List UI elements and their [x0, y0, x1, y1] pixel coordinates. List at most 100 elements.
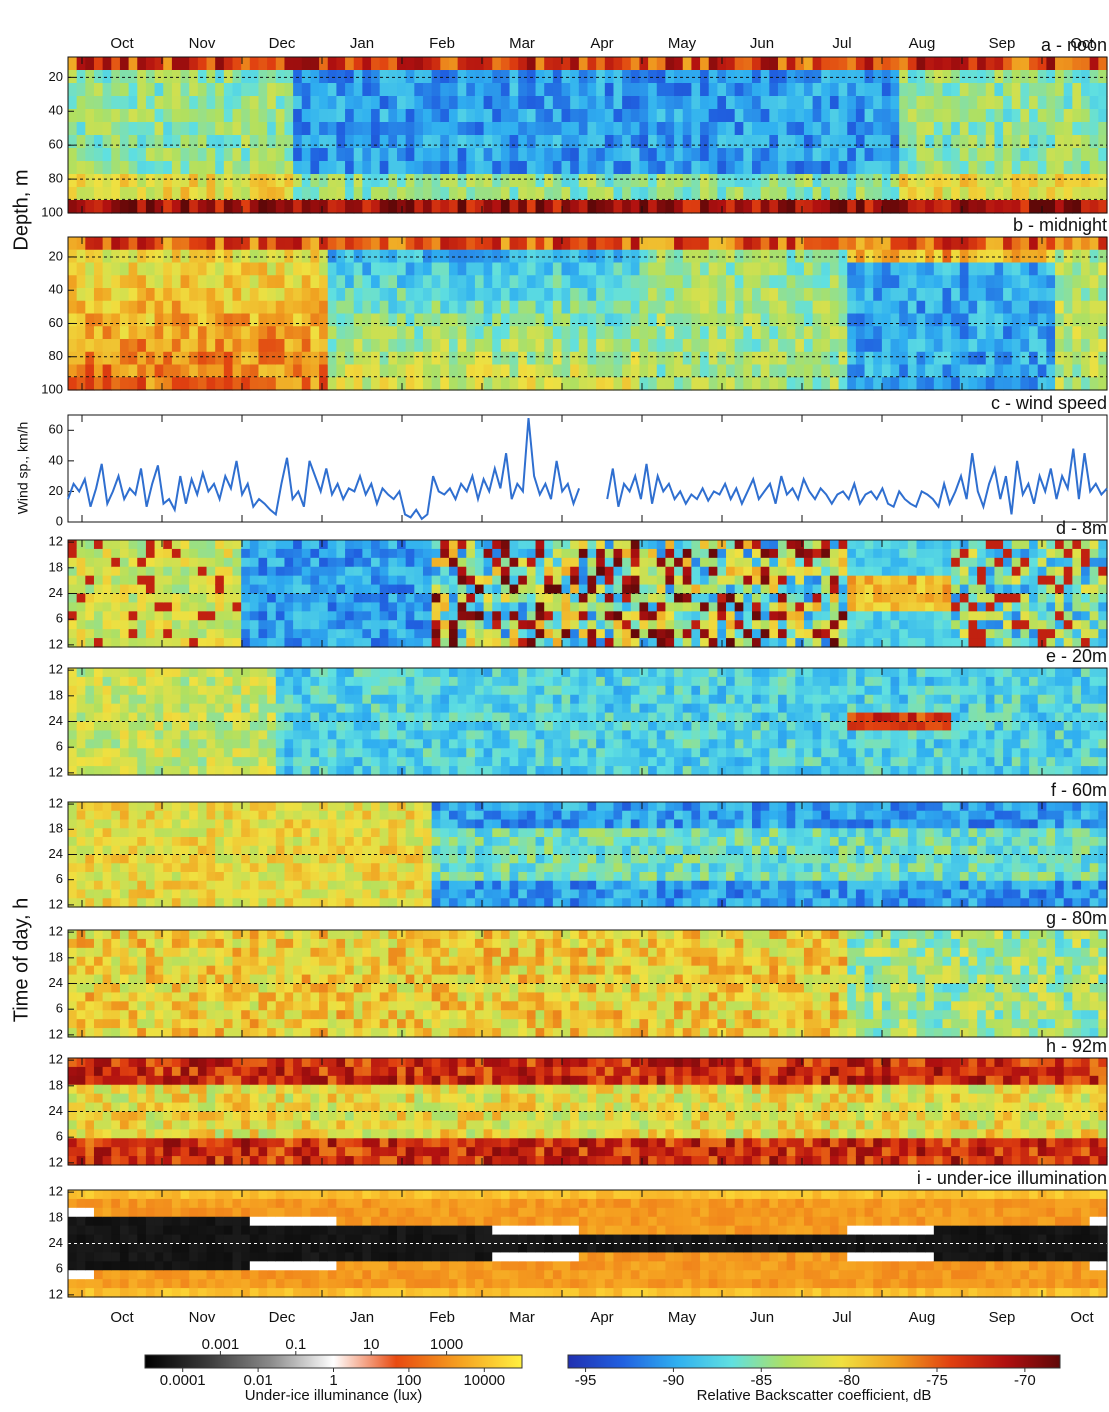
- heatmap-cell: [769, 620, 778, 630]
- heatmap-cell: [77, 365, 86, 378]
- heatmap-cell: [163, 288, 172, 301]
- heatmap-cell: [761, 365, 770, 378]
- heatmap-cell: [639, 187, 648, 201]
- heatmap-cell: [215, 135, 224, 149]
- heatmap-cell: [120, 558, 129, 568]
- heatmap-cell: [1098, 558, 1107, 568]
- heatmap-cell: [1072, 237, 1081, 250]
- heatmap-cell: [302, 540, 311, 550]
- heatmap-cell: [813, 301, 822, 314]
- heatmap-cell: [536, 250, 545, 263]
- heatmap-cell: [111, 638, 120, 648]
- heatmap-cell: [423, 611, 432, 621]
- heatmap-cell: [440, 187, 449, 201]
- heatmap-cell: [163, 174, 172, 188]
- heatmap-cell: [795, 620, 804, 630]
- heatmap-cell: [726, 275, 735, 288]
- heatmap-cell: [960, 135, 969, 149]
- heatmap-cell: [458, 558, 467, 568]
- heatmap-cell: [735, 585, 744, 595]
- heatmap-cell: [605, 352, 614, 365]
- heatmap-cell: [726, 314, 735, 327]
- heatmap-cell: [380, 567, 389, 577]
- heatmap-cell: [657, 200, 666, 214]
- heatmap-cell: [942, 135, 951, 149]
- heatmap-cell: [388, 275, 397, 288]
- heatmap-cell: [94, 558, 103, 568]
- heatmap-cell: [657, 288, 666, 301]
- heatmap-cell: [977, 109, 986, 123]
- heatmap-cell: [241, 135, 250, 149]
- heatmap-cell: [1064, 70, 1073, 84]
- heatmap: [68, 237, 1108, 391]
- heatmap-cell: [181, 135, 190, 149]
- heatmap-cell: [596, 135, 605, 149]
- heatmap-cell: [986, 187, 995, 201]
- heatmap-cell: [986, 585, 995, 595]
- heatmap-cell: [605, 576, 614, 586]
- heatmap-cell: [968, 558, 977, 568]
- heatmap-cell: [501, 250, 510, 263]
- heatmap-cell: [657, 326, 666, 339]
- heatmap-cell: [85, 148, 94, 162]
- heatmap-cell: [1012, 135, 1021, 149]
- heatmap-cell: [215, 326, 224, 339]
- heatmap-cell: [380, 326, 389, 339]
- heatmap-cell: [380, 377, 389, 390]
- heatmap-cell: [432, 70, 441, 84]
- heatmap-cell: [743, 135, 752, 149]
- heatmap-cell: [258, 540, 267, 550]
- heatmap-cell: [328, 135, 337, 149]
- heatmap-cell: [882, 611, 891, 621]
- heatmap-cell: [380, 611, 389, 621]
- heatmap-cell: [354, 96, 363, 110]
- heatmap-cell: [613, 200, 622, 214]
- heatmap-cell: [804, 365, 813, 378]
- heatmap-cell: [527, 314, 536, 327]
- heatmap-cell: [129, 135, 138, 149]
- heatmap-cell: [414, 576, 423, 586]
- heatmap-cell: [899, 135, 908, 149]
- heatmap-cell: [77, 122, 86, 136]
- heatmap-cell: [475, 122, 484, 136]
- heatmap-cell: [769, 83, 778, 97]
- heatmap-cell: [510, 594, 519, 604]
- heatmap-cell: [328, 567, 337, 577]
- heatmap-cell: [605, 301, 614, 314]
- heatmap-cell: [899, 611, 908, 621]
- heatmap-cell: [284, 57, 293, 71]
- heatmap-cell: [250, 558, 259, 568]
- heatmap-cell: [484, 250, 493, 263]
- heatmap-cell: [310, 365, 319, 378]
- heatmap-cell: [917, 352, 926, 365]
- heatmap-cell: [536, 122, 545, 136]
- heatmap-cell: [172, 722, 181, 732]
- heatmap-cell: [207, 275, 216, 288]
- heatmap-cell: [501, 594, 510, 604]
- heatmap-cell: [994, 83, 1003, 97]
- heatmap-cell: [423, 757, 432, 767]
- heatmap-cell: [181, 540, 190, 550]
- heatmap-cell: [743, 57, 752, 71]
- heatmap-cell: [397, 263, 406, 276]
- heatmap-cell: [475, 352, 484, 365]
- heatmap-cell: [804, 549, 813, 559]
- heatmap-cell: [830, 109, 839, 123]
- heatmap-cell: [406, 70, 415, 84]
- heatmap-cell: [631, 174, 640, 188]
- heatmap-cell: [302, 695, 311, 705]
- heatmap-cell: [414, 602, 423, 612]
- heatmap-cell: [813, 352, 822, 365]
- heatmap-cell: [735, 122, 744, 136]
- heatmap-cell: [1072, 326, 1081, 339]
- heatmap-cell: [354, 620, 363, 630]
- heatmap-cell: [293, 288, 302, 301]
- heatmap-cell: [250, 594, 259, 604]
- heatmap-cell: [977, 288, 986, 301]
- heatmap-cell: [371, 576, 380, 586]
- heatmap-cell: [1064, 187, 1073, 201]
- heatmap-cell: [865, 263, 874, 276]
- heatmap-cell: [1020, 70, 1029, 84]
- heatmap-cell: [388, 686, 397, 696]
- heatmap-cell: [717, 585, 726, 595]
